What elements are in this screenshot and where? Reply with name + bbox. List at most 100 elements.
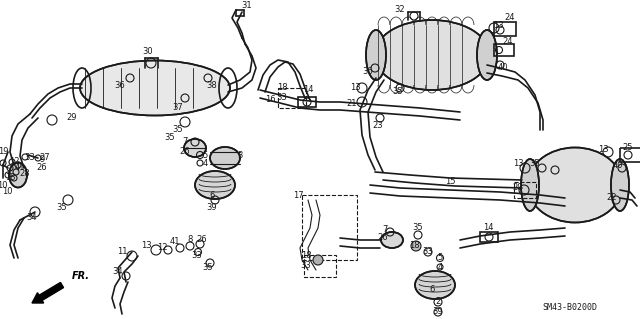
FancyArrow shape bbox=[32, 282, 63, 303]
Ellipse shape bbox=[9, 162, 27, 188]
Text: 40: 40 bbox=[612, 160, 623, 169]
Text: 25: 25 bbox=[623, 144, 633, 152]
Text: 35: 35 bbox=[530, 160, 540, 168]
Text: 14: 14 bbox=[483, 224, 493, 233]
Text: 33: 33 bbox=[191, 250, 202, 259]
Text: 11: 11 bbox=[116, 248, 127, 256]
Text: 33: 33 bbox=[276, 93, 287, 102]
Text: 26: 26 bbox=[196, 234, 207, 243]
Text: 35: 35 bbox=[173, 125, 183, 135]
Circle shape bbox=[411, 241, 421, 251]
Text: 12: 12 bbox=[9, 158, 19, 167]
Text: 12: 12 bbox=[157, 243, 167, 253]
Text: 39: 39 bbox=[433, 308, 444, 316]
Bar bbox=[620, 148, 640, 162]
Bar bbox=[304, 255, 336, 277]
Text: 38: 38 bbox=[207, 80, 218, 90]
Text: 41: 41 bbox=[15, 164, 25, 173]
Ellipse shape bbox=[521, 159, 539, 211]
Ellipse shape bbox=[80, 61, 230, 115]
Bar bbox=[494, 44, 514, 56]
Ellipse shape bbox=[366, 30, 386, 80]
Text: 26: 26 bbox=[180, 147, 190, 157]
Text: 17: 17 bbox=[292, 191, 303, 201]
Text: 13: 13 bbox=[349, 84, 360, 93]
Text: 36: 36 bbox=[115, 80, 125, 90]
Ellipse shape bbox=[415, 271, 455, 299]
Text: 5: 5 bbox=[202, 151, 207, 160]
Text: 33: 33 bbox=[422, 248, 433, 256]
Ellipse shape bbox=[184, 139, 206, 157]
Text: 21: 21 bbox=[347, 99, 357, 108]
Text: 13: 13 bbox=[141, 241, 151, 249]
Text: 10: 10 bbox=[2, 188, 12, 197]
Text: 27: 27 bbox=[40, 153, 51, 162]
Text: 14: 14 bbox=[303, 85, 313, 94]
Bar bbox=[494, 22, 516, 36]
Text: FR.: FR. bbox=[72, 271, 90, 281]
Text: 33: 33 bbox=[24, 152, 35, 161]
Text: 10: 10 bbox=[0, 181, 7, 189]
Text: 39: 39 bbox=[207, 203, 218, 211]
Text: 41: 41 bbox=[170, 238, 180, 247]
Text: 26: 26 bbox=[378, 234, 388, 242]
Text: 18: 18 bbox=[409, 241, 419, 250]
Ellipse shape bbox=[381, 232, 403, 248]
Text: 16: 16 bbox=[265, 95, 275, 105]
Text: 26: 26 bbox=[36, 164, 47, 173]
Text: 7: 7 bbox=[382, 226, 388, 234]
Text: 20: 20 bbox=[513, 183, 524, 192]
Ellipse shape bbox=[374, 20, 490, 90]
Text: 37: 37 bbox=[173, 103, 184, 113]
Ellipse shape bbox=[195, 171, 235, 199]
Text: 36: 36 bbox=[363, 68, 373, 77]
Text: 35: 35 bbox=[164, 133, 175, 143]
Text: 24: 24 bbox=[505, 13, 515, 23]
Bar bbox=[298, 97, 316, 107]
Text: 31: 31 bbox=[242, 2, 252, 11]
Text: 24: 24 bbox=[503, 38, 513, 47]
Text: 18: 18 bbox=[276, 84, 287, 93]
Text: 5: 5 bbox=[437, 254, 443, 263]
Ellipse shape bbox=[611, 159, 629, 211]
Text: 8: 8 bbox=[188, 235, 193, 244]
Text: 35: 35 bbox=[393, 87, 403, 97]
Bar bbox=[278, 88, 306, 108]
Text: SM43-B0200D: SM43-B0200D bbox=[543, 303, 598, 313]
Bar bbox=[480, 232, 498, 242]
Text: 4: 4 bbox=[437, 263, 443, 271]
Text: 33: 33 bbox=[301, 261, 312, 270]
Text: 30: 30 bbox=[143, 48, 154, 56]
Text: 34: 34 bbox=[27, 213, 37, 222]
Text: 13: 13 bbox=[493, 20, 503, 29]
Text: 9: 9 bbox=[40, 155, 45, 165]
Text: 22: 22 bbox=[607, 194, 617, 203]
Text: 40: 40 bbox=[498, 63, 508, 71]
Ellipse shape bbox=[527, 147, 623, 222]
Text: 13: 13 bbox=[598, 145, 608, 153]
Ellipse shape bbox=[477, 30, 497, 80]
Text: 3: 3 bbox=[237, 151, 243, 160]
Text: 19: 19 bbox=[0, 147, 8, 157]
Bar bbox=[514, 182, 536, 198]
Text: 4: 4 bbox=[202, 159, 207, 167]
Text: 34: 34 bbox=[113, 268, 124, 277]
Text: 28: 28 bbox=[20, 168, 30, 177]
Text: 35: 35 bbox=[57, 203, 67, 211]
Text: 35: 35 bbox=[413, 224, 423, 233]
Text: 13: 13 bbox=[513, 160, 524, 168]
Text: 15: 15 bbox=[445, 177, 455, 187]
Text: 13: 13 bbox=[4, 174, 15, 182]
Text: 32: 32 bbox=[395, 5, 405, 14]
Text: 7: 7 bbox=[182, 137, 188, 146]
Text: 35: 35 bbox=[203, 263, 213, 272]
Text: 6: 6 bbox=[209, 191, 214, 201]
Text: 23: 23 bbox=[372, 121, 383, 130]
Ellipse shape bbox=[210, 147, 240, 169]
Bar bbox=[302, 195, 357, 260]
Text: 18: 18 bbox=[301, 251, 311, 261]
Text: 29: 29 bbox=[67, 114, 77, 122]
Circle shape bbox=[313, 255, 323, 265]
Text: 6: 6 bbox=[429, 286, 435, 294]
Text: 2: 2 bbox=[435, 298, 440, 307]
